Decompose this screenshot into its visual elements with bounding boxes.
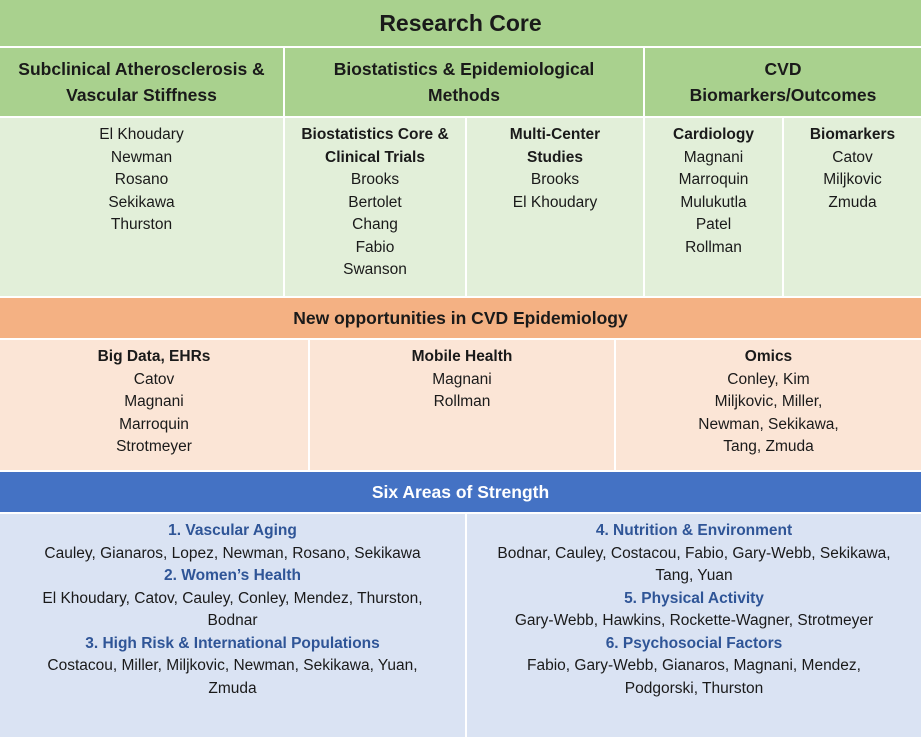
area-members: Gary-Webb, Hawkins, Rockette-Wagner, Str… — [514, 612, 874, 629]
area-members: El Khoudary, Catov, Cauley, Conley, Mend… — [42, 589, 423, 607]
member-name: Conley, Kim — [727, 370, 810, 388]
area-members: Fabio, Gary-Webb, Gianaros, Magnani, Men… — [527, 657, 861, 674]
biostat-core-name-list: Brooks Bertolet Chang Fabio Swanson — [343, 169, 407, 282]
member-name: Zmuda — [828, 193, 877, 211]
member-name: Brooks — [350, 171, 400, 188]
area-members: Cauley, Gianaros, Lopez, Newman, Rosano,… — [44, 544, 421, 562]
header-subclinical: Subclinical Atherosclerosis & Vascular S… — [0, 48, 283, 116]
strengths-header: Six Areas of Strength — [0, 472, 921, 512]
area-title-nutrition: 4. Nutrition & Environment — [595, 522, 793, 539]
big-data-name-list: Catov Magnani Marroquin Strotmeyer — [116, 369, 192, 459]
multicenter-cell: Multi-Center Studies Brooks El Khoudary — [467, 118, 643, 296]
area-members: Bodnar — [207, 612, 258, 629]
member-name: Rollman — [685, 238, 742, 256]
biostat-core-title: Biostatistics Core & Clinical Trials — [301, 126, 449, 166]
header-subclinical-text: Subclinical Atherosclerosis & Vascular S… — [18, 59, 265, 105]
member-name: Chang — [352, 216, 398, 233]
area-members: Podgorski, Thurston — [624, 679, 764, 697]
member-name: Tang, Zmuda — [723, 438, 814, 455]
biostat-core-cell: Biostatistics Core & Clinical Trials Bro… — [285, 118, 465, 296]
omics-name-list: Conley, Kim Miljkovic, Miller, Newman, S… — [698, 369, 838, 459]
mobile-health-title: Mobile Health — [411, 348, 513, 365]
area-title-womens-health: 2. Women’s Health — [164, 567, 301, 584]
member-name: Sekikawa — [108, 193, 175, 211]
member-name: Fabio — [355, 238, 395, 256]
strengths-left-cell: 1. Vascular Aging Cauley, Gianaros, Lope… — [0, 514, 465, 737]
member-name: Marroquin — [678, 171, 749, 188]
area-members: Zmuda — [208, 679, 257, 697]
research-core-title: Research Core — [379, 9, 542, 36]
area-members: Tang, Yuan — [655, 567, 733, 584]
member-name: Magnani — [124, 393, 184, 410]
area-title-high-risk: 3. High Risk & International Populations — [85, 634, 380, 652]
subclinical-name-list: El Khoudary Newman Rosano Sekikawa Thurs… — [99, 124, 183, 237]
cardiology-title: Cardiology — [673, 126, 754, 143]
big-data-title: Big Data, EHRs — [97, 348, 211, 365]
area-title-physical-activity: 5. Physical Activity — [624, 589, 764, 607]
member-name: Newman, Sekikawa, — [698, 415, 839, 433]
research-core-title-bar: Research Core — [0, 0, 921, 46]
strengths-right-cell: 4. Nutrition & Environment Bodnar, Caule… — [467, 514, 921, 737]
cardiology-name-list: Magnani Marroquin Mulukutla Patel Rollma… — [679, 147, 749, 260]
member-name: Strotmeyer — [116, 438, 192, 455]
member-name: Miljkovic — [823, 171, 882, 188]
header-biostatistics: Biostatistics & Epidemiological Methods — [285, 48, 643, 116]
member-name: El Khoudary — [512, 193, 598, 211]
omics-title: Omics — [744, 348, 793, 365]
strengths-header-text: Six Areas of Strength — [371, 482, 550, 502]
header-biostatistics-text: Biostatistics & Epidemiological Methods — [333, 59, 595, 105]
member-name: Catov — [832, 148, 873, 166]
member-name: Magnani — [683, 148, 744, 166]
opportunities-header: New opportunities in CVD Epidemiology — [0, 298, 921, 338]
header-cvd-text: CVD Biomarkers/Outcomes — [689, 59, 877, 105]
biomarkers-cell: Biomarkers Catov Miljkovic Zmuda — [784, 118, 921, 296]
multicenter-title: Multi-Center Studies — [509, 126, 601, 166]
member-name: Rosano — [114, 171, 169, 188]
member-name: Marroquin — [119, 415, 189, 433]
omics-cell: Omics Conley, Kim Miljkovic, Miller, New… — [616, 340, 921, 470]
member-name: Rollman — [433, 393, 491, 410]
biomarkers-name-list: Catov Miljkovic Zmuda — [823, 147, 882, 215]
mobile-health-cell: Mobile Health Magnani Rollman — [310, 340, 614, 470]
subclinical-members: El Khoudary Newman Rosano Sekikawa Thurs… — [0, 118, 283, 296]
biomarkers-title: Biomarkers — [809, 126, 896, 143]
area-members: Bodnar, Cauley, Costacou, Fabio, Gary-We… — [497, 544, 891, 562]
opportunities-header-text: New opportunities in CVD Epidemiology — [293, 308, 628, 328]
member-name: Catov — [133, 370, 175, 388]
member-name: Magnani — [432, 370, 492, 388]
member-name: Newman — [110, 148, 173, 166]
area-members: Costacou, Miller, Miljkovic, Newman, Sek… — [47, 657, 418, 674]
member-name: Mulukutla — [680, 193, 747, 211]
member-name: El Khoudary — [99, 126, 184, 143]
header-cvd: CVD Biomarkers/Outcomes — [645, 48, 921, 116]
cardiology-cell: Cardiology Magnani Marroquin Mulukutla P… — [645, 118, 782, 296]
mobile-health-name-list: Magnani Rollman — [432, 369, 491, 414]
member-name: Bertolet — [348, 193, 402, 211]
member-name: Swanson — [343, 261, 407, 278]
member-name: Thurston — [110, 216, 173, 233]
member-name: Brooks — [530, 171, 580, 188]
area-title-vascular-aging: 1. Vascular Aging — [168, 522, 297, 539]
member-name: Miljkovic, Miller, — [714, 393, 823, 410]
area-title-psychosocial: 6. Psychosocial Factors — [605, 634, 783, 652]
multicenter-name-list: Brooks El Khoudary — [513, 169, 597, 214]
member-name: Patel — [695, 216, 732, 233]
big-data-cell: Big Data, EHRs Catov Magnani Marroquin S… — [0, 340, 308, 470]
